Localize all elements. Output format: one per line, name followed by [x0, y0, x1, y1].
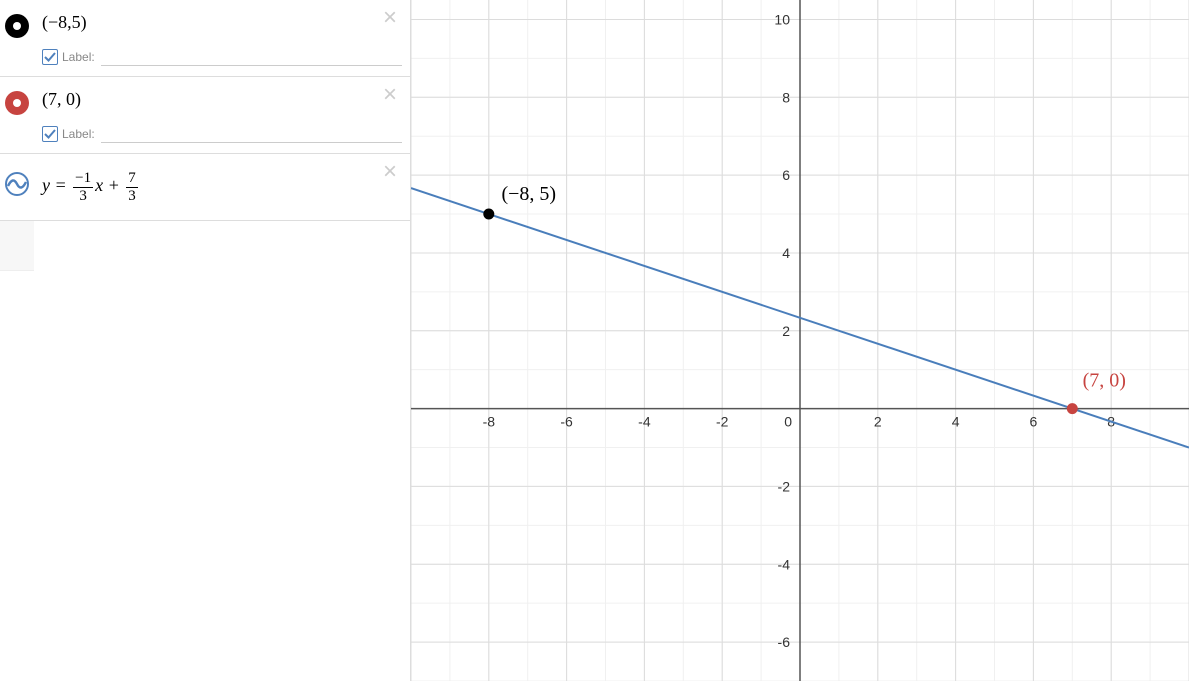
- row-content-3[interactable]: y = −13x + 73: [34, 154, 410, 220]
- svg-text:8: 8: [782, 89, 790, 105]
- graph-area[interactable]: -8-6-4-22468-6-4-22468100(−8, 5)(7, 0): [411, 0, 1189, 681]
- expression-row-3[interactable]: y = −13x + 73 ×: [0, 154, 410, 221]
- svg-text:4: 4: [952, 414, 960, 430]
- label-caption-2: Label:: [62, 127, 95, 141]
- check-icon: [44, 51, 56, 63]
- frac-2: 73: [126, 170, 138, 204]
- label-row-2: Label:: [42, 124, 402, 143]
- row-icon-3[interactable]: [0, 154, 34, 196]
- label-checkbox-2[interactable]: [42, 126, 58, 142]
- wave-icon: [5, 172, 29, 196]
- label-row-1: Label:: [42, 47, 402, 66]
- row-icon-2[interactable]: [0, 77, 34, 115]
- label-caption-1: Label:: [62, 50, 95, 64]
- svg-text:(7, 0): (7, 0): [1083, 370, 1126, 392]
- close-icon[interactable]: ×: [380, 8, 400, 28]
- expression-text-1[interactable]: (−8,5): [42, 12, 402, 33]
- frac-1: −13: [73, 170, 93, 204]
- svg-text:-4: -4: [638, 414, 651, 430]
- svg-text:0: 0: [784, 414, 792, 430]
- svg-text:2: 2: [874, 414, 882, 430]
- check-icon: [44, 128, 56, 140]
- point-icon-red: [5, 91, 29, 115]
- svg-text:-2: -2: [716, 414, 729, 430]
- close-icon[interactable]: ×: [380, 162, 400, 182]
- expression-text-3[interactable]: y = −13x + 73: [42, 170, 402, 204]
- expr-mid: x +: [95, 175, 124, 195]
- svg-text:4: 4: [782, 245, 790, 261]
- empty-row-indicator[interactable]: [0, 221, 34, 271]
- svg-text:-6: -6: [560, 414, 573, 430]
- label-input-2[interactable]: [101, 124, 402, 143]
- svg-text:2: 2: [782, 323, 790, 339]
- svg-text:-4: -4: [778, 556, 791, 572]
- expression-row-1[interactable]: (−8,5) Label: ×: [0, 0, 410, 77]
- row-icon-1[interactable]: [0, 0, 34, 38]
- graph-canvas[interactable]: -8-6-4-22468-6-4-22468100(−8, 5)(7, 0): [411, 0, 1189, 681]
- label-input-1[interactable]: [101, 47, 402, 66]
- svg-text:-6: -6: [778, 634, 791, 650]
- svg-text:-2: -2: [778, 478, 791, 494]
- close-icon[interactable]: ×: [380, 85, 400, 105]
- row-content-1[interactable]: (−8,5) Label:: [34, 0, 410, 76]
- svg-text:6: 6: [1030, 414, 1038, 430]
- svg-text:-8: -8: [483, 414, 496, 430]
- label-checkbox-1[interactable]: [42, 49, 58, 65]
- expression-row-2[interactable]: (7, 0) Label: ×: [0, 77, 410, 154]
- svg-text:6: 6: [782, 167, 790, 183]
- row-content-2[interactable]: (7, 0) Label:: [34, 77, 410, 153]
- expression-sidebar: (−8,5) Label: × (7, 0) Label:: [0, 0, 411, 681]
- svg-text:10: 10: [774, 11, 790, 27]
- expr-prefix: y =: [42, 175, 71, 195]
- point-icon-black: [5, 14, 29, 38]
- svg-text:(−8, 5): (−8, 5): [501, 183, 556, 205]
- expression-text-2[interactable]: (7, 0): [42, 89, 402, 110]
